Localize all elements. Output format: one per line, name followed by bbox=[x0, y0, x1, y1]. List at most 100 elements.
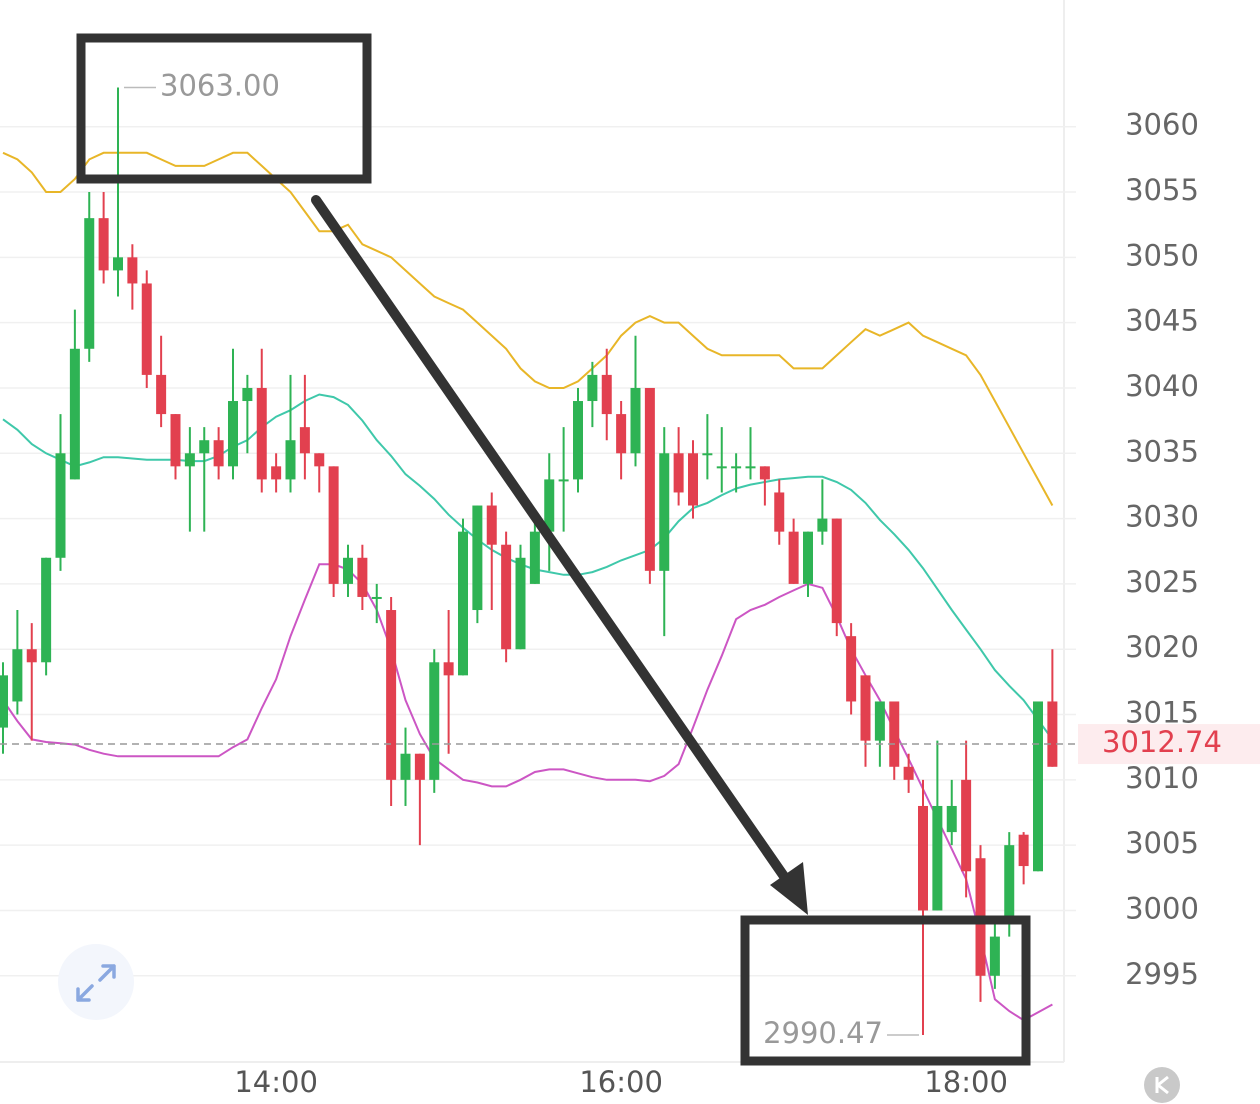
candle-body bbox=[716, 466, 727, 469]
y-tick-label: 2995 bbox=[1125, 957, 1199, 991]
expand-button[interactable] bbox=[58, 944, 134, 1020]
candle-body bbox=[860, 675, 871, 741]
y-tick-label: 3030 bbox=[1125, 500, 1199, 534]
min-label: 2990.47 bbox=[763, 1016, 883, 1050]
candle-body bbox=[458, 531, 468, 676]
y-tick-label: 3010 bbox=[1125, 761, 1199, 795]
candle-body bbox=[702, 453, 713, 456]
candle-body bbox=[314, 453, 325, 467]
candle-body bbox=[400, 753, 411, 780]
candle-body bbox=[69, 348, 80, 480]
candle-body bbox=[472, 505, 483, 611]
candle-body bbox=[688, 453, 698, 506]
candle-body bbox=[889, 701, 900, 767]
candle-body bbox=[184, 453, 195, 467]
highlight-box bbox=[76, 33, 372, 184]
candle-body bbox=[817, 518, 828, 532]
candle-body bbox=[156, 374, 167, 415]
candle-body bbox=[0, 675, 8, 728]
bollinger-band bbox=[2, 151, 1054, 506]
candle-body bbox=[846, 636, 857, 702]
y-tick-label: 3025 bbox=[1125, 565, 1199, 599]
candle-body bbox=[242, 387, 253, 402]
candle-body bbox=[616, 414, 627, 454]
expand-icon bbox=[76, 964, 116, 1002]
x-tick-label: 18:00 bbox=[924, 1065, 1008, 1099]
candle-body bbox=[630, 387, 641, 454]
candle-body bbox=[55, 453, 66, 558]
k-icon bbox=[1155, 1075, 1169, 1095]
candle-body bbox=[587, 374, 598, 402]
candle-body bbox=[673, 453, 684, 493]
y-tick-label: 3020 bbox=[1125, 630, 1199, 664]
max-label: 3063.00 bbox=[160, 69, 280, 103]
candle-body bbox=[644, 387, 655, 571]
y-tick-label: 3040 bbox=[1125, 369, 1199, 403]
candle-body bbox=[601, 374, 612, 415]
candle-body bbox=[544, 479, 555, 532]
overlay: 3063.00 2990.47 3012.74 bbox=[0, 69, 1260, 1050]
candle-body bbox=[228, 401, 238, 467]
candle-body bbox=[84, 218, 95, 349]
k-button[interactable] bbox=[1144, 1067, 1180, 1103]
y-tick-label: 3000 bbox=[1125, 891, 1199, 925]
candle-body bbox=[213, 440, 224, 467]
candle-body bbox=[285, 440, 296, 480]
y-tick-label: 3055 bbox=[1125, 173, 1199, 207]
candle-body bbox=[745, 466, 756, 469]
x-tick-label: 14:00 bbox=[234, 1065, 318, 1099]
candle-body bbox=[127, 257, 138, 284]
candle-body bbox=[386, 610, 397, 780]
candle-body bbox=[1033, 701, 1043, 872]
candle-body bbox=[12, 649, 23, 702]
candle-body bbox=[573, 401, 583, 480]
arrow-head bbox=[770, 862, 808, 915]
candle-body bbox=[486, 505, 497, 545]
candle-body bbox=[774, 492, 785, 532]
candles bbox=[0, 87, 1058, 1035]
candle-body bbox=[199, 440, 210, 454]
candle-body bbox=[343, 557, 353, 584]
candle-body bbox=[918, 805, 928, 911]
candle-body bbox=[26, 649, 37, 663]
candle-body bbox=[1004, 845, 1015, 924]
bollinger-band bbox=[2, 563, 1053, 1022]
current-price-box bbox=[1078, 724, 1260, 765]
candle-body bbox=[788, 531, 799, 584]
candle-body bbox=[98, 218, 109, 271]
candle-body bbox=[113, 257, 123, 271]
candle-body bbox=[946, 805, 957, 833]
y-tick-label: 3035 bbox=[1125, 434, 1199, 468]
candle-body bbox=[989, 936, 1000, 976]
candle-body bbox=[659, 453, 670, 571]
candle-body bbox=[831, 518, 842, 624]
candle-body bbox=[271, 466, 282, 480]
y-tick-label: 3050 bbox=[1125, 238, 1199, 272]
candle-body bbox=[874, 701, 885, 741]
candle-body bbox=[328, 466, 339, 584]
candle-body bbox=[443, 662, 454, 676]
candle-body bbox=[371, 596, 382, 599]
candle-body bbox=[903, 766, 914, 780]
y-tick-label: 3015 bbox=[1125, 696, 1199, 730]
candle-body bbox=[414, 753, 425, 780]
candle-body bbox=[41, 557, 52, 663]
candle-body bbox=[1018, 834, 1029, 867]
candle-body bbox=[932, 805, 943, 911]
candle-body bbox=[170, 414, 181, 467]
candle-body bbox=[1047, 701, 1058, 767]
candle-body bbox=[357, 557, 368, 597]
candle-body bbox=[529, 531, 540, 584]
candle-body bbox=[961, 779, 972, 872]
candle-body bbox=[141, 283, 152, 375]
y-tick-label: 3005 bbox=[1125, 826, 1199, 860]
candle-body bbox=[803, 531, 813, 584]
annotation-markup bbox=[58, 33, 1180, 1103]
candle-body bbox=[299, 427, 310, 454]
candle-body bbox=[515, 557, 526, 650]
grid: 2995 3000 3005 3010 3015 3020 3025 3030 3035 3040… bbox=[0, 108, 1199, 1099]
highlight-box bbox=[740, 915, 1031, 1066]
arrow-shaft bbox=[311, 195, 795, 890]
